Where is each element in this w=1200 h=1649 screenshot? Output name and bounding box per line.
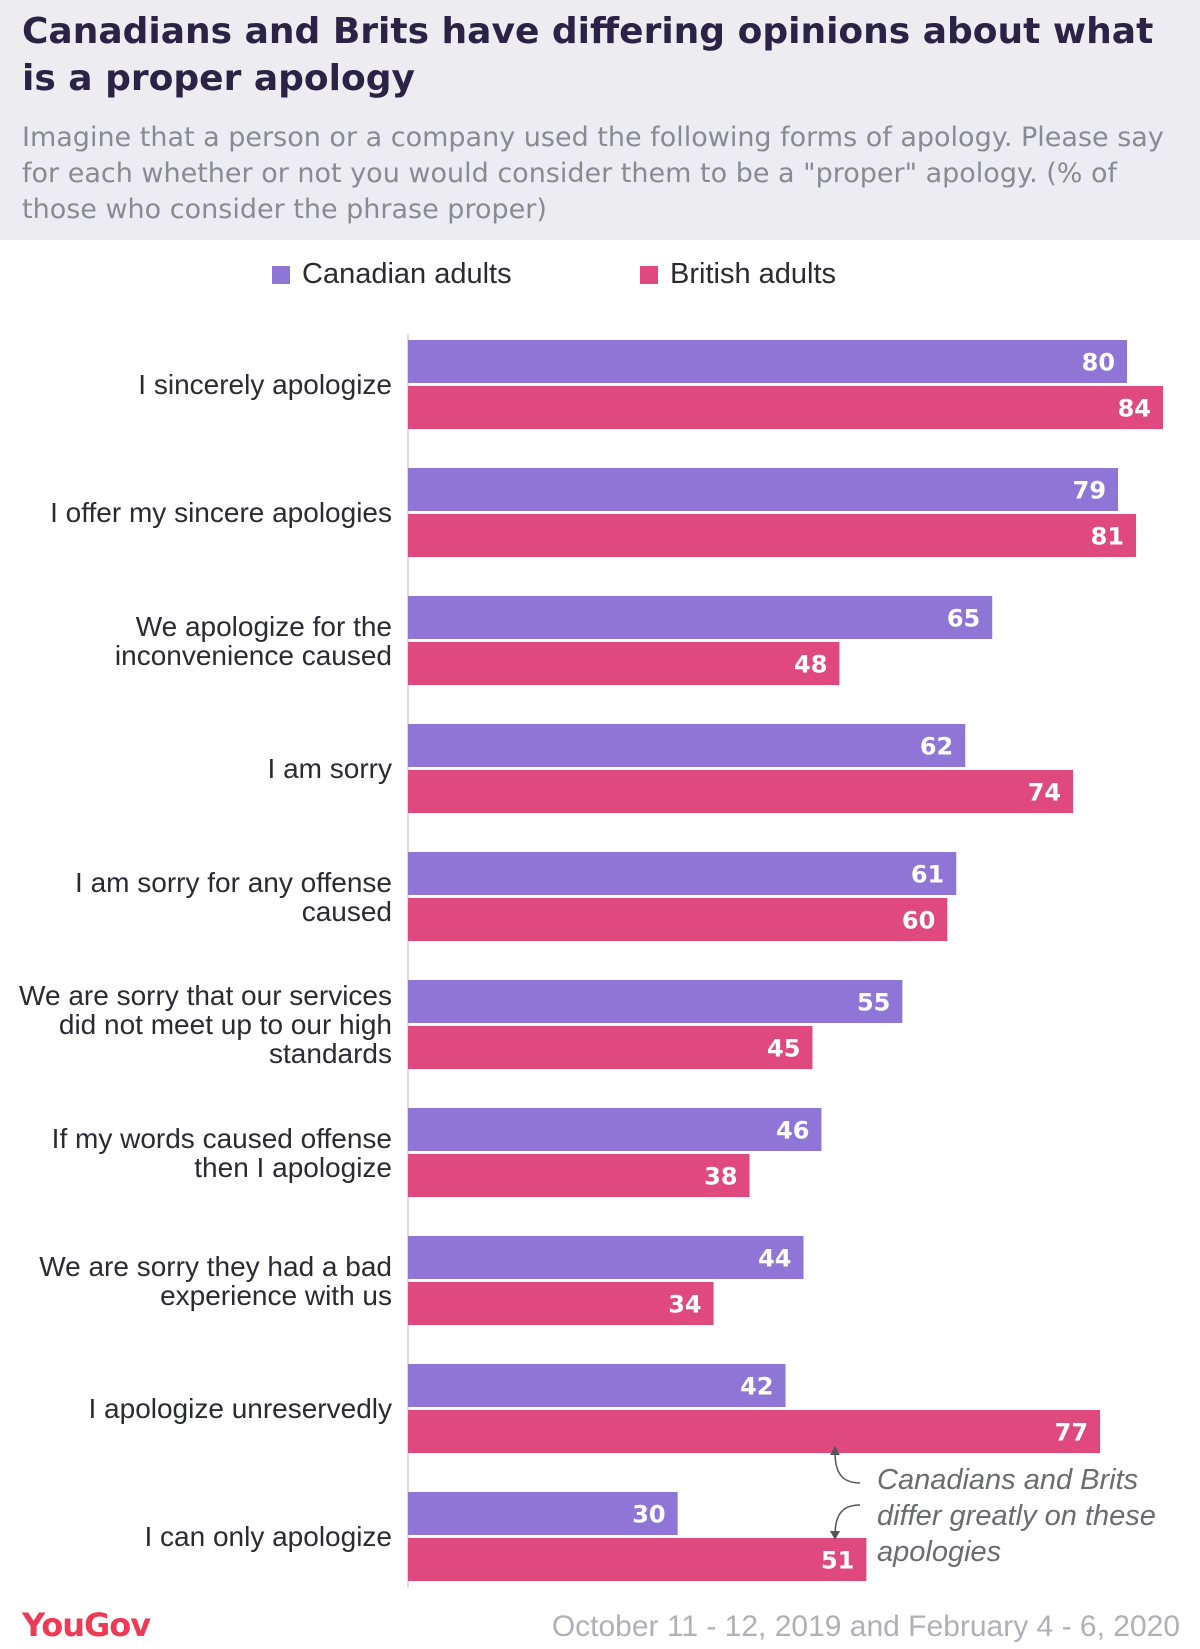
bar-british-9	[408, 1538, 867, 1581]
legend-label-canadian: Canadian adults	[302, 258, 512, 290]
legend-swatch-canadian	[272, 265, 290, 284]
bar-canadian-8	[408, 1364, 786, 1407]
value-label-canadian-1: 79	[1073, 477, 1106, 505]
bar-canadian-1	[408, 468, 1119, 511]
value-label-british-3: 74	[1028, 779, 1061, 807]
value-label-british-6: 38	[704, 1163, 737, 1191]
value-label-canadian-3: 62	[920, 733, 953, 761]
category-label-5: We are sorry that our services did not m…	[19, 980, 392, 1069]
bar-british-6	[408, 1154, 750, 1197]
value-label-british-2: 48	[794, 651, 827, 679]
bar-british-2	[408, 642, 840, 685]
category-label-7: We are sorry they had a bad experience w…	[39, 1250, 392, 1311]
annotation-note: Canadians and Brits differ greatly on th…	[877, 1464, 1156, 1568]
category-label-3: I am sorry	[267, 753, 392, 784]
category-label-1: I offer my sincere apologies	[50, 497, 392, 528]
category-label-8: I apologize unreservedly	[88, 1393, 392, 1424]
annotation-arrow-down	[834, 1504, 861, 1536]
category-label-2: We apologize for the inconvenience cause…	[114, 610, 392, 671]
annotation-arrowhead-down	[830, 1531, 840, 1540]
bar-canadian-5	[408, 980, 903, 1023]
bar-canadian-2	[408, 596, 993, 639]
bar-british-4	[408, 898, 948, 941]
legend-item-british: British adults	[640, 258, 836, 291]
bar-canadian-7	[408, 1236, 804, 1279]
value-label-canadian-6: 46	[776, 1117, 809, 1145]
value-label-canadian-9: 30	[632, 1501, 665, 1529]
bar-british-7	[408, 1282, 714, 1325]
bar-canadian-3	[408, 724, 966, 767]
value-label-canadian-2: 65	[947, 605, 980, 633]
bar-british-1	[408, 514, 1137, 557]
legend-item-canadian: Canadian adults	[272, 258, 512, 291]
value-label-british-9: 51	[821, 1547, 854, 1575]
legend-label-british: British adults	[670, 258, 837, 290]
value-label-british-5: 45	[767, 1035, 800, 1063]
value-label-british-0: 84	[1118, 395, 1151, 423]
bar-canadian-9	[408, 1492, 678, 1535]
value-label-canadian-5: 55	[857, 989, 890, 1017]
annotation-arrow-up	[834, 1451, 861, 1484]
footer-date: October 11 - 12, 2019 and February 4 - 6…	[551, 1610, 1180, 1643]
value-label-british-7: 34	[668, 1291, 701, 1319]
category-label-6: If my words caused offense then I apolog…	[51, 1122, 392, 1183]
bar-british-5	[408, 1026, 813, 1069]
value-label-canadian-7: 44	[758, 1245, 791, 1273]
category-label-9: I can only apologize	[144, 1521, 392, 1552]
bar-canadian-4	[408, 852, 957, 895]
chart-subtitle: Imagine that a person or a company used …	[22, 122, 1164, 225]
value-label-canadian-4: 61	[911, 861, 944, 889]
bar-british-8	[408, 1410, 1101, 1453]
value-label-british-1: 81	[1091, 523, 1124, 551]
bar-british-3	[408, 770, 1074, 813]
value-label-british-8: 77	[1055, 1419, 1088, 1447]
bar-canadian-0	[408, 340, 1128, 383]
category-label-0: I sincerely apologize	[138, 369, 392, 400]
annotation-arrowhead-up	[830, 1446, 840, 1455]
value-label-canadian-0: 80	[1082, 349, 1115, 377]
legend-swatch-british	[640, 265, 658, 284]
value-label-british-4: 60	[902, 907, 935, 935]
header-band	[0, 0, 1200, 240]
value-label-canadian-8: 42	[740, 1373, 773, 1401]
bar-british-0	[408, 386, 1163, 429]
category-label-4: I am sorry for any offense caused	[75, 866, 392, 927]
bar-canadian-6	[408, 1108, 822, 1151]
chart-title: Canadians and Brits have differing opini…	[22, 11, 1154, 99]
yougov-logo: YouGov	[22, 1606, 151, 1644]
